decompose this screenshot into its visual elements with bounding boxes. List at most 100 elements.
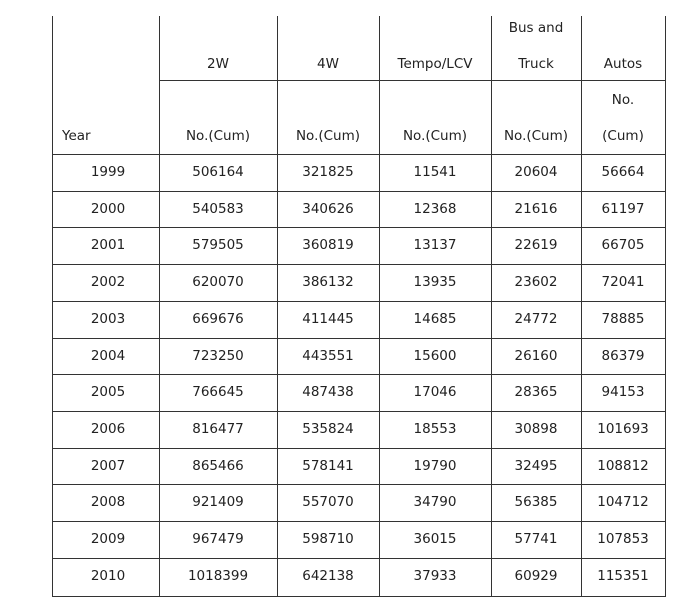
- value-cell: 967479: [192, 531, 244, 547]
- header-2w: 2W: [207, 56, 229, 72]
- value-cell: 56664: [601, 164, 645, 180]
- header-divider: [159, 80, 665, 81]
- row-divider: [53, 337, 665, 339]
- value-cell: 115351: [597, 567, 649, 584]
- value-cell: 66705: [601, 237, 645, 254]
- value-cell: 72041: [601, 274, 645, 291]
- column-divider: [379, 16, 380, 596]
- value-cell: 101693: [597, 420, 649, 437]
- value-cell: 15600: [413, 347, 457, 364]
- value-cell: 540583: [192, 200, 244, 217]
- value-cell: 13137: [413, 237, 457, 254]
- year-cell: 2006: [90, 420, 126, 437]
- value-cell: 535824: [302, 420, 354, 437]
- row-divider: [53, 410, 665, 412]
- value-cell: 340626: [302, 200, 354, 217]
- unit-2w: No.(Cum): [185, 128, 251, 144]
- header-bus-truck-line2: Truck: [518, 56, 554, 72]
- value-cell: 598710: [302, 531, 354, 547]
- column-divider: [491, 16, 492, 596]
- vehicle-table: Year 2W 4W Tempo/LCV Bus and Truck Autos…: [52, 16, 666, 597]
- year-cell: 2001: [90, 237, 126, 254]
- row-divider: [53, 227, 665, 229]
- value-cell: 78885: [601, 310, 645, 327]
- unit-autos-line2: (Cum): [602, 128, 644, 144]
- value-cell: 30898: [514, 420, 558, 437]
- value-cell: 443551: [302, 347, 354, 364]
- value-cell: 61197: [601, 200, 645, 217]
- value-cell: 37933: [413, 567, 457, 584]
- value-cell: 20604: [514, 164, 558, 180]
- column-divider: [277, 16, 278, 596]
- header-bus-truck-line1: Bus and: [508, 20, 564, 36]
- value-cell: 321825: [302, 164, 354, 180]
- value-cell: 642138: [302, 567, 354, 584]
- header-tempo-lcv: Tempo/LCV: [397, 56, 473, 72]
- unit-tempo-lcv: No.(Cum): [402, 128, 468, 144]
- row-divider: [53, 484, 665, 486]
- value-cell: 24772: [514, 310, 558, 327]
- value-cell: 766645: [192, 384, 244, 401]
- unit-bus-truck: No.(Cum): [503, 128, 569, 144]
- value-cell: 86379: [601, 347, 645, 364]
- row-divider: [53, 374, 665, 376]
- year-cell: 2007: [90, 457, 126, 474]
- year-cell: 2005: [90, 384, 126, 401]
- year-cell: 2008: [90, 494, 126, 511]
- value-cell: 865466: [192, 457, 244, 474]
- year-cell: 2000: [90, 200, 126, 217]
- value-cell: 1018399: [187, 567, 249, 584]
- value-cell: 56385: [514, 494, 558, 511]
- value-cell: 17046: [413, 384, 457, 401]
- column-divider: [159, 16, 160, 596]
- value-cell: 411445: [302, 310, 354, 327]
- value-cell: 506164: [192, 164, 244, 180]
- value-cell: 11541: [413, 164, 457, 180]
- value-cell: 386132: [302, 274, 354, 291]
- value-cell: 108812: [597, 457, 649, 474]
- value-cell: 12368: [413, 200, 457, 217]
- value-cell: 60929: [514, 567, 558, 584]
- value-cell: 360819: [302, 237, 354, 254]
- value-cell: 94153: [601, 384, 645, 401]
- value-cell: 34790: [413, 494, 457, 511]
- value-cell: 620070: [192, 274, 244, 291]
- header-divider: [53, 154, 665, 155]
- year-cell: 2003: [90, 310, 126, 327]
- value-cell: 578141: [302, 457, 354, 474]
- value-cell: 23602: [514, 274, 558, 291]
- value-cell: 579505: [192, 237, 244, 254]
- year-cell: 1999: [90, 164, 126, 180]
- year-cell: 2002: [90, 274, 126, 291]
- value-cell: 13935: [413, 274, 457, 291]
- value-cell: 28365: [514, 384, 558, 401]
- value-cell: 18553: [413, 420, 457, 437]
- value-cell: 487438: [302, 384, 354, 401]
- value-cell: 22619: [514, 237, 558, 254]
- value-cell: 26160: [514, 347, 558, 364]
- year-cell: 2009: [90, 531, 126, 547]
- column-divider: [581, 16, 582, 596]
- row-divider: [53, 447, 665, 449]
- value-cell: 557070: [302, 494, 354, 511]
- value-cell: 21616: [514, 200, 558, 217]
- value-cell: 107853: [597, 531, 649, 547]
- row-divider: [53, 521, 665, 522]
- row-divider: [53, 557, 665, 559]
- header-4w: 4W: [317, 56, 339, 72]
- value-cell: 723250: [192, 347, 244, 364]
- value-cell: 669676: [192, 310, 244, 327]
- value-cell: 816477: [192, 420, 244, 437]
- value-cell: 36015: [413, 531, 457, 547]
- row-divider: [53, 190, 665, 192]
- header-year: Year: [62, 128, 91, 144]
- row-divider: [53, 264, 665, 266]
- year-cell: 2010: [90, 567, 126, 584]
- value-cell: 32495: [514, 457, 558, 474]
- value-cell: 104712: [597, 494, 649, 511]
- unit-4w: No.(Cum): [295, 128, 361, 144]
- value-cell: 57741: [514, 531, 558, 547]
- value-cell: 14685: [413, 310, 457, 327]
- value-cell: 921409: [192, 494, 244, 511]
- row-divider: [53, 300, 665, 302]
